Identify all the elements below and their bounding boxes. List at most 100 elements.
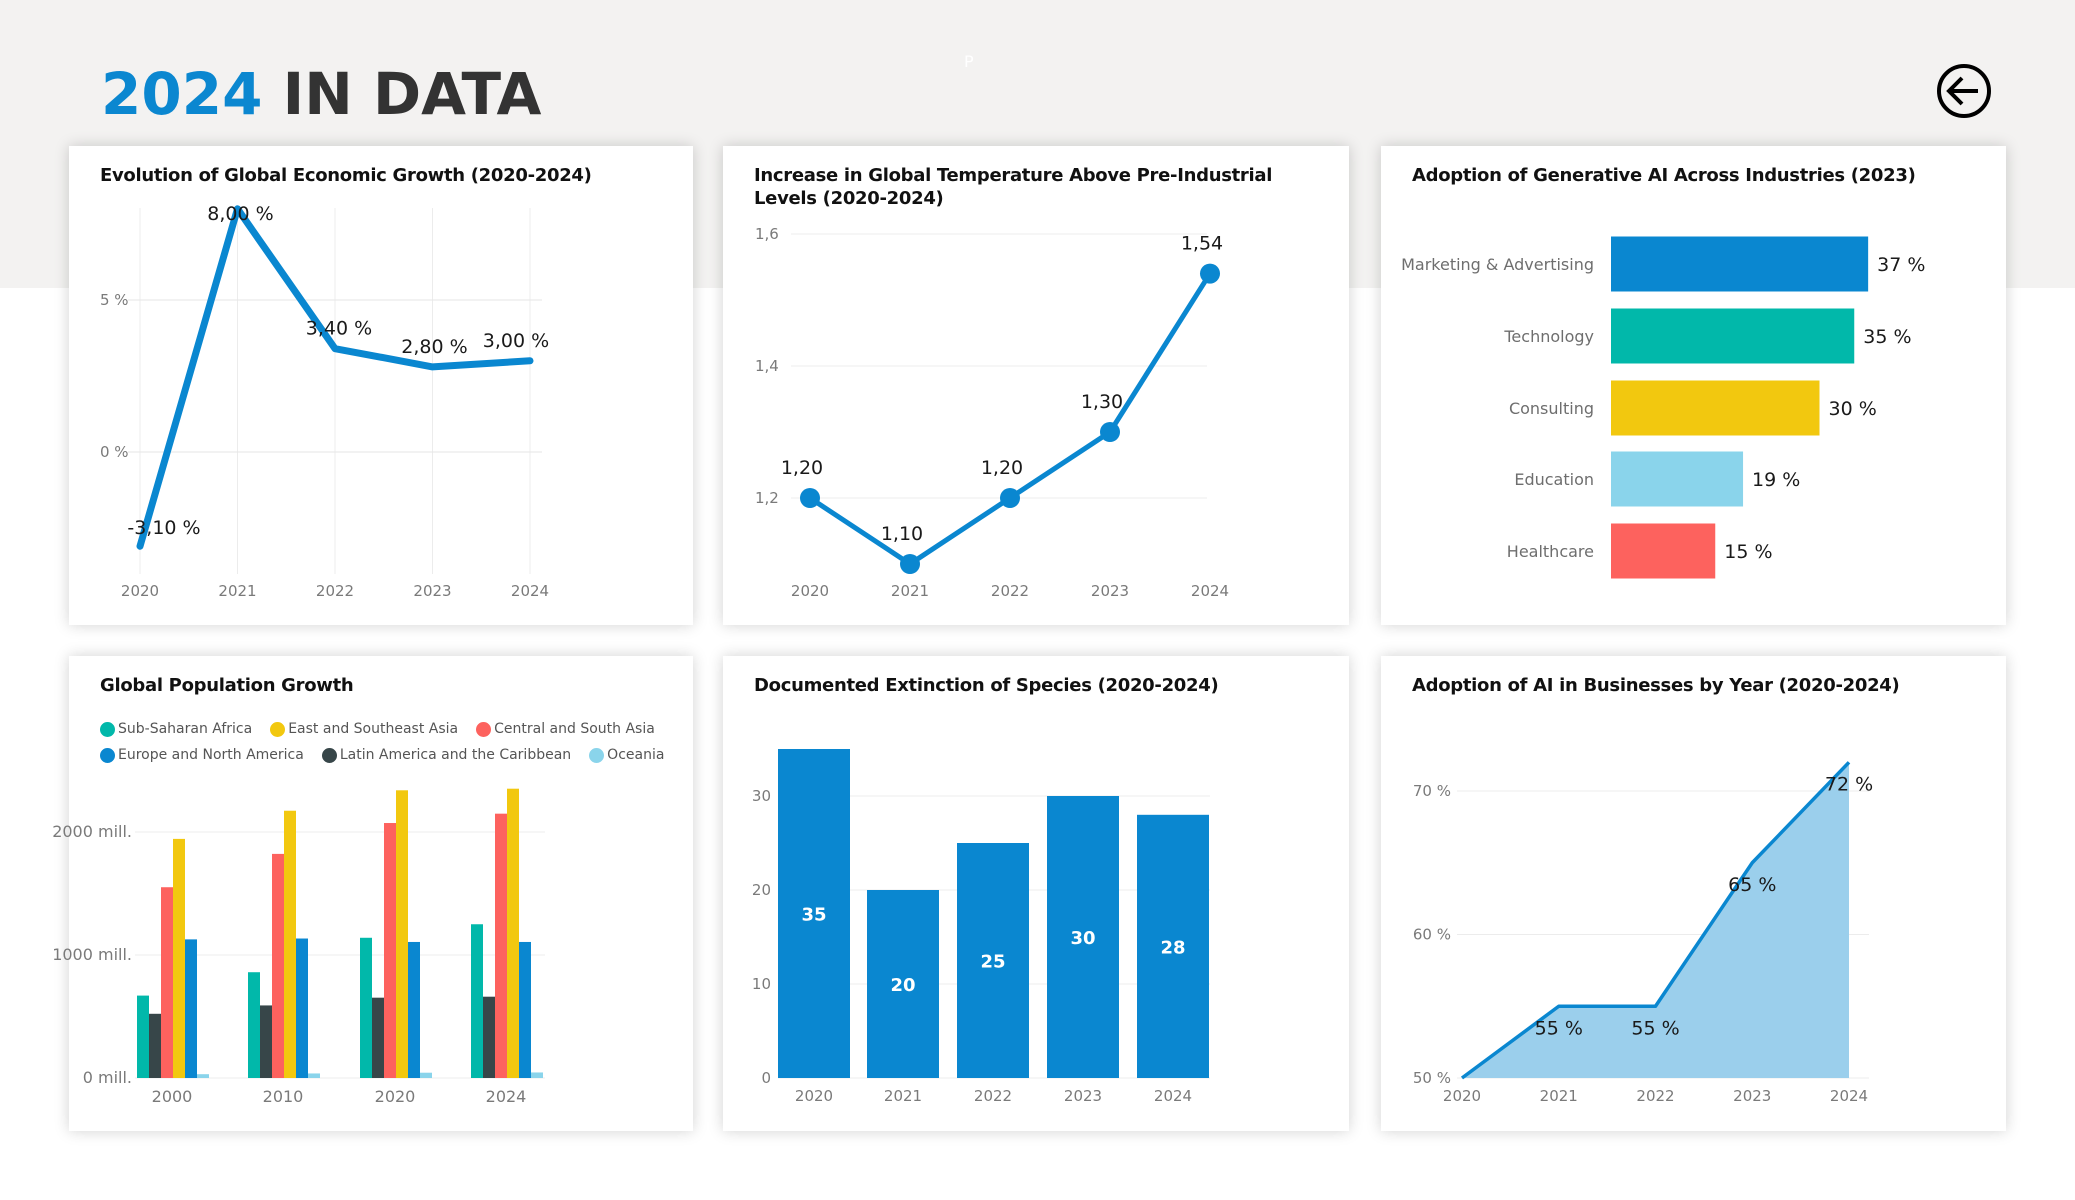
x-tick-label: 2023 (1733, 1087, 1771, 1105)
bar-oceania (420, 1072, 432, 1078)
chart-title: Adoption of Generative AI Across Industr… (1412, 165, 1916, 186)
bar-central-and-south-asia (272, 853, 284, 1078)
x-tick-label: 2021 (891, 582, 929, 600)
bar-sub-saharan-africa (248, 972, 260, 1078)
legend-dot-icon (321, 747, 337, 763)
page-title-rest: IN DATA (262, 60, 542, 128)
bar-east-and-southeast-asia (173, 838, 185, 1078)
card-ai-business-adoption[interactable]: Adoption of AI in Businesses by Year (20… (1381, 656, 2006, 1131)
y-tick-label: 50 % (1413, 1069, 1451, 1087)
data-point-marker (1100, 422, 1120, 442)
x-tick-label: 2020 (795, 1087, 833, 1105)
bar-value-label: 20 (890, 975, 915, 996)
x-tick-label: 2020 (121, 582, 159, 600)
bar-europe-and-north-america (408, 941, 420, 1078)
legend-dot-icon (100, 721, 115, 737)
bar-east-and-southeast-asia (507, 788, 519, 1078)
legend-item-europe-north-america[interactable]: Europe and North America (100, 747, 304, 763)
global-temperature-chart: 1,2 1,4 1,6 2020 2021 2022 2023 2024 1,20 1,10 1,2… (755, 225, 1229, 600)
bar-east-and-southeast-asia (396, 790, 408, 1078)
bar (1611, 236, 1869, 292)
bar (1137, 814, 1209, 1078)
legend-row: Europe and North America Latin America a… (100, 742, 680, 768)
x-tick-label: 2023 (413, 582, 451, 600)
bar-value-label: 28 (1160, 937, 1185, 958)
legend-dot-icon (589, 747, 605, 763)
bar (778, 749, 850, 1078)
legend-item-oceania[interactable]: Oceania (589, 747, 664, 763)
generative-ai-industries-chart: Marketing & Advertising 37 % Technology 35 … (1401, 236, 1925, 579)
x-tick-label: 2024 (1154, 1087, 1192, 1105)
y-tick-label: 30 (752, 787, 771, 805)
bar (1611, 523, 1716, 579)
y-tick-label: 1,6 (755, 225, 779, 243)
x-tick-label: 2023 (1091, 582, 1129, 600)
series-line (136, 205, 534, 550)
bar-europe-and-north-america (185, 939, 197, 1078)
legend-item-latin-america-caribbean[interactable]: Latin America and the Caribbean (321, 747, 571, 763)
x-tick-label: 2021 (884, 1087, 922, 1105)
data-label: 3,40 % (306, 318, 372, 340)
data-label: 3,00 % (483, 330, 549, 352)
y-tick-label: 5 % (100, 291, 129, 309)
data-point-marker (1000, 488, 1020, 508)
data-label: 37 % (1877, 254, 1925, 276)
chart-title: Evolution of Global Economic Growth (202… (100, 165, 592, 186)
y-tick-label: 20 (752, 881, 771, 899)
card-population-growth[interactable]: Global Population Growth Sub-Saharan Afr… (52, 656, 693, 1131)
x-tick-label: 2023 (1064, 1087, 1102, 1105)
page-title: 2024 IN DATA (101, 60, 541, 128)
legend-item-central-south-asia[interactable]: Central and South Asia (476, 721, 655, 737)
chart-title: Global Population Growth (100, 675, 354, 696)
legend-row: Sub-Saharan Africa East and Southeast As… (100, 716, 680, 742)
x-tick-label: 2024 (486, 1087, 527, 1106)
bar-europe-and-north-america (296, 938, 308, 1078)
bar-latin-america-and-the-caribbean (260, 1005, 272, 1078)
bar (1611, 308, 1855, 364)
x-tick-label: 2022 (974, 1087, 1012, 1105)
data-label: 1,30 (1081, 391, 1123, 413)
series-line (808, 272, 1213, 567)
y-tick-label: 1,2 (755, 489, 779, 507)
arrow-left-circle-icon (1937, 64, 1991, 118)
legend-dot-icon (100, 747, 115, 763)
card-global-temperature[interactable]: Increase in Global Temperature Above Pre… (723, 146, 1349, 625)
data-label: 30 % (1829, 398, 1877, 420)
card-species-extinction[interactable]: Documented Extinction of Species (2020-2… (723, 656, 1349, 1131)
x-tick-label: 2022 (316, 582, 354, 600)
x-tick-label: 2020 (791, 582, 829, 600)
card-economic-growth[interactable]: Evolution of Global Economic Growth (202… (69, 146, 693, 625)
bar-central-and-south-asia (161, 887, 173, 1078)
bar-latin-america-and-the-caribbean (483, 996, 495, 1078)
chart-legend: Sub-Saharan Africa East and Southeast As… (100, 716, 680, 768)
bar-latin-america-and-the-caribbean (149, 1013, 161, 1078)
data-label: 19 % (1752, 469, 1800, 491)
bar-latin-america-and-the-caribbean (372, 997, 384, 1078)
bar-central-and-south-asia (495, 813, 507, 1078)
category-label: Technology (1503, 327, 1594, 346)
data-label: 72 % (1825, 773, 1873, 795)
back-button[interactable] (1936, 63, 1992, 119)
economic-growth-chart: 2020 2021 2022 2023 2024 0 % 5 % -3,10 % 8,00 % 3… (100, 203, 549, 600)
y-tick-label: 70 % (1413, 782, 1451, 800)
bar-central-and-south-asia (384, 823, 396, 1078)
legend-item-east-southeast-asia[interactable]: East and Southeast Asia (270, 721, 458, 737)
bar (1611, 380, 1820, 436)
data-label: 1,20 (781, 457, 823, 479)
bar (867, 890, 939, 1078)
x-tick-label: 2024 (1830, 1087, 1868, 1105)
x-tick-label: 2021 (1540, 1087, 1578, 1105)
legend-item-sub-saharan-africa[interactable]: Sub-Saharan Africa (100, 721, 252, 737)
bar-europe-and-north-america (519, 941, 531, 1078)
chart-title: Adoption of AI in Businesses by Year (20… (1412, 675, 1900, 696)
chart-title: Documented Extinction of Species (2020-2… (754, 675, 1219, 696)
bar-oceania (197, 1074, 209, 1078)
card-generative-ai-industries[interactable]: Adoption of Generative AI Across Industr… (1381, 146, 2006, 625)
data-label: 1,54 (1181, 233, 1223, 255)
x-tick-label: 2022 (1636, 1087, 1674, 1105)
page-title-year: 2024 (101, 60, 263, 128)
data-label: 55 % (1535, 1017, 1583, 1039)
y-tick-label: 0 mill. (83, 1068, 132, 1087)
y-tick-label: 0 % (100, 443, 129, 461)
bar-sub-saharan-africa (471, 924, 483, 1078)
